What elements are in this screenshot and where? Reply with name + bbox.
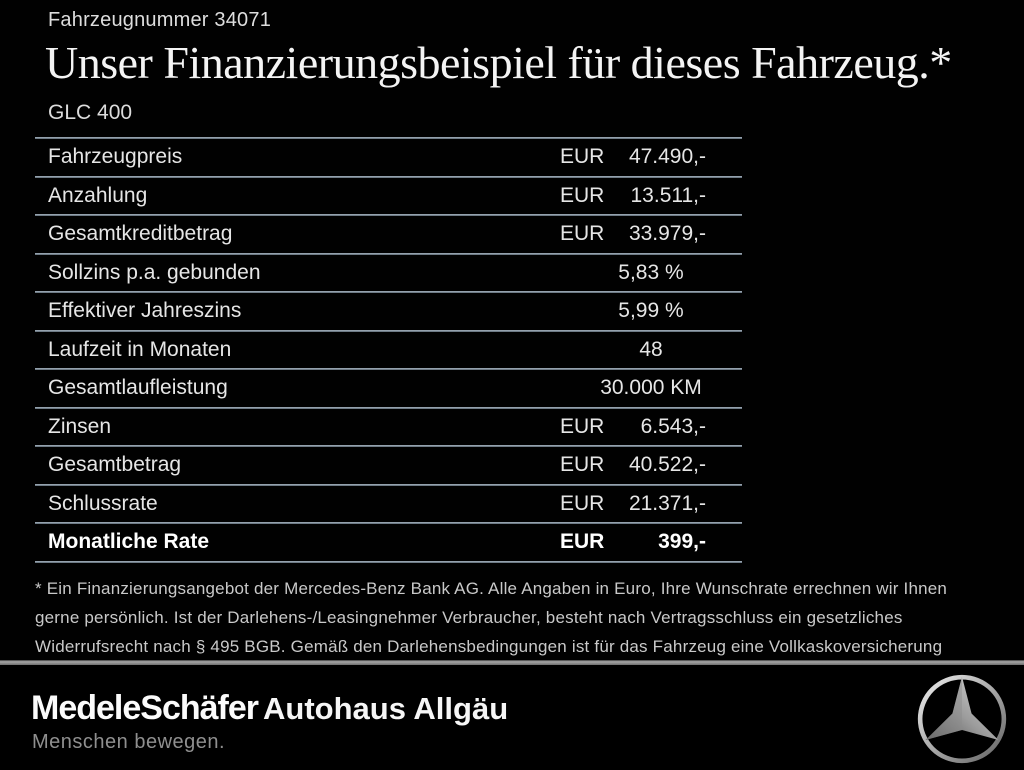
table-divider: [35, 252, 742, 255]
row-label: Zinsen: [48, 414, 112, 438]
row-value-area: EUR 6.543,-: [560, 415, 742, 439]
row-value-area: EUR 47.490,-: [560, 145, 742, 169]
dealer-secondary-logo: Autohaus Allgäu: [263, 691, 509, 726]
row-label: Effektiver Jahreszins: [48, 299, 242, 323]
row-value-area: 5,83 %: [560, 261, 742, 285]
table-row: Zinsen EUR 6.543,-: [35, 409, 742, 446]
table-divider: [35, 291, 742, 293]
table-row: Gesamtkreditbetrag EUR 33.979,-: [35, 216, 742, 253]
row-label: Monatliche Rate: [48, 530, 210, 554]
row-value: 40.522,-: [628, 453, 706, 477]
row-value: 30.000 KM: [600, 376, 702, 400]
row-label: Gesamtbetrag: [48, 453, 182, 477]
row-value-area: EUR 13.511,-: [560, 184, 742, 208]
row-value: 5,83 %: [618, 260, 684, 284]
table-divider: [35, 560, 742, 563]
table-row: Effektiver Jahreszins 5,99 %: [35, 293, 742, 330]
vehicle-model: GLC 400: [48, 101, 133, 124]
table-divider: [35, 368, 742, 370]
table-row: Monatliche Rate EUR 399,-: [35, 524, 742, 561]
row-value-area: EUR 33.979,-: [560, 222, 742, 246]
row-value: 399,-: [658, 530, 706, 554]
page-title: Unser Finanzierungsbeispiel für dieses F…: [45, 37, 952, 88]
table-divider: [35, 137, 742, 139]
row-currency: EUR: [560, 453, 605, 477]
row-value: 47.490,-: [628, 145, 706, 169]
row-currency: EUR: [560, 530, 605, 554]
row-label: Schlussrate: [48, 491, 158, 515]
row-value: 5,99 %: [618, 299, 684, 323]
row-value-area: EUR 399,-: [560, 530, 742, 554]
table-divider: [35, 483, 742, 486]
table-row: Gesamtlaufleistung 30.000 KM: [35, 370, 742, 407]
table-divider: [35, 329, 742, 332]
table-divider: [35, 445, 742, 447]
row-label: Gesamtkreditbetrag: [48, 222, 233, 246]
table-divider: [35, 522, 742, 524]
footer: MedeleSchäfer Menschen bewegen. Autohaus…: [0, 665, 1024, 768]
row-currency: EUR: [560, 491, 605, 515]
row-value-area: 5,99 %: [560, 299, 742, 323]
vehicle-number: Fahrzeugnummer 34071: [48, 9, 272, 31]
row-value: 6.543,-: [640, 414, 706, 438]
footer-divider: [0, 660, 1024, 665]
mercedes-star-icon: [916, 673, 1008, 765]
row-label: Gesamtlaufleistung: [48, 376, 228, 400]
row-label: Fahrzeugpreis: [48, 145, 183, 169]
row-label: Anzahlung: [48, 183, 148, 207]
table-row: Anzahlung EUR 13.511,-: [35, 178, 742, 215]
row-value-area: EUR 40.522,-: [560, 453, 742, 477]
row-currency: EUR: [560, 222, 605, 246]
table-divider: [35, 175, 742, 178]
finance-table: Fahrzeugpreis EUR 47.490,- Anzahlung EUR 13.5…: [35, 137, 742, 563]
row-currency: EUR: [560, 183, 605, 207]
table-row: Fahrzeugpreis EUR 47.490,-: [35, 139, 742, 176]
row-value: 21.371,-: [628, 491, 706, 515]
table-row: Sollzins p.a. gebunden 5,83 %: [35, 255, 742, 292]
table-row: Laufzeit in Monaten 48: [35, 332, 742, 369]
table-divider: [35, 214, 742, 216]
row-currency: EUR: [560, 414, 605, 438]
row-label: Sollzins p.a. gebunden: [48, 260, 261, 284]
row-value-area: 48: [560, 338, 742, 362]
dealer-logo: MedeleSchäfer: [31, 689, 259, 727]
row-value: 33.979,-: [628, 222, 706, 246]
dealer-tagline: Menschen bewegen.: [32, 731, 226, 753]
table-divider: [35, 406, 742, 409]
row-value-area: EUR 21.371,-: [560, 492, 742, 516]
row-value-area: 30.000 KM: [560, 376, 742, 400]
row-label: Laufzeit in Monaten: [48, 337, 232, 361]
table-row: Gesamtbetrag EUR 40.522,-: [35, 447, 742, 484]
table-row: Schlussrate EUR 21.371,-: [35, 486, 742, 523]
row-value: 48: [639, 337, 663, 361]
row-value: 13.511,-: [630, 183, 707, 207]
row-currency: EUR: [560, 145, 605, 169]
